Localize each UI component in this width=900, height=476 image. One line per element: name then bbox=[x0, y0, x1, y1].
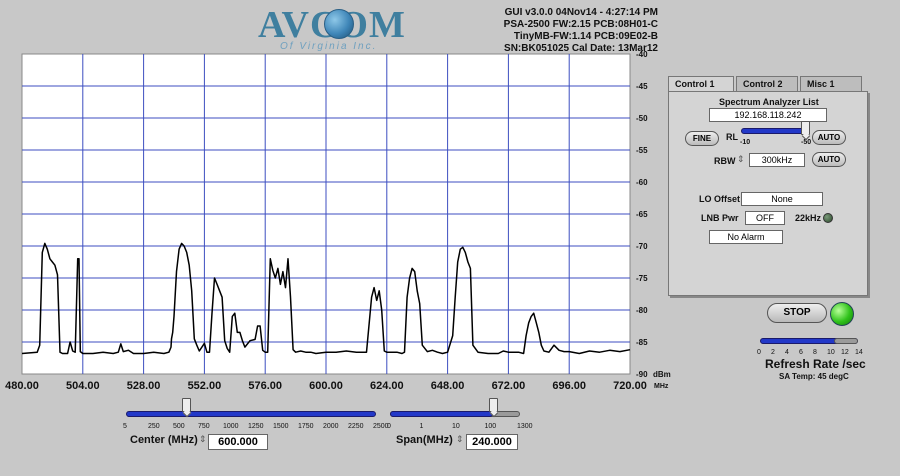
refresh-tick-label: 8 bbox=[813, 349, 817, 356]
x-tick-label: 600.00 bbox=[309, 380, 343, 392]
lo-offset-label: LO Offset bbox=[699, 194, 741, 204]
info-line: PSA-2500 FW:2.15 PCB:08H01-C bbox=[503, 19, 658, 30]
plot-area bbox=[21, 53, 631, 375]
center-field[interactable]: 600.000 bbox=[208, 434, 268, 450]
x-tick-label: 624.00 bbox=[370, 380, 404, 392]
stop-button[interactable]: STOP bbox=[767, 303, 827, 323]
span-tick-label: 0 bbox=[387, 423, 391, 430]
y-tick-label: -45 bbox=[636, 82, 648, 91]
info-line: TinyMB-FW:1.14 PCB:09E02-B bbox=[513, 31, 658, 42]
y-tick-label: -60 bbox=[636, 178, 648, 187]
lo-offset-field[interactable]: None bbox=[741, 192, 823, 206]
span-field[interactable]: 240.000 bbox=[466, 434, 518, 450]
avcom-logo: AVCOM Of Virginia Inc. bbox=[258, 3, 428, 53]
center-tick-label: 1750 bbox=[298, 423, 314, 430]
x-tick-label: 480.00 bbox=[5, 380, 39, 392]
tab-control-1[interactable]: Control 1 bbox=[668, 76, 734, 92]
refresh-rate-label: Refresh Rate /sec bbox=[765, 357, 866, 371]
rl-label: RL bbox=[726, 132, 738, 142]
22khz-label: 22kHz bbox=[795, 213, 822, 223]
fine-button[interactable]: FINE bbox=[685, 131, 719, 146]
globe-icon bbox=[324, 9, 354, 39]
x-tick-label: 672.00 bbox=[492, 380, 526, 392]
y-tick-label: -65 bbox=[636, 210, 648, 219]
refresh-rate-slider-rest bbox=[833, 338, 858, 344]
y-tick-label: -80 bbox=[636, 306, 648, 315]
x-unit-label: MHz bbox=[654, 383, 669, 390]
logo-subtitle: Of Virginia Inc. bbox=[280, 41, 378, 52]
tab-misc-1[interactable]: Misc 1 bbox=[800, 76, 862, 91]
x-tick-label: 696.00 bbox=[552, 380, 586, 392]
x-tick-label: 576.00 bbox=[248, 380, 282, 392]
analyzer-ip-field[interactable]: 192.168.118.242 bbox=[709, 108, 827, 122]
span-spinner-icon[interactable]: ⇕ bbox=[456, 434, 464, 444]
span-tick-label: 100 bbox=[484, 423, 497, 430]
refresh-tick-label: 14 bbox=[855, 349, 863, 356]
center-tick-label: 500 bbox=[173, 423, 185, 430]
span-tick-label: 10 bbox=[452, 423, 460, 430]
refresh-tick-label: 0 bbox=[757, 349, 761, 356]
spectrum-analyzer-list-label: Spectrum Analyzer List bbox=[719, 97, 819, 107]
rl-max-label: -50 bbox=[801, 139, 812, 146]
rbw-label: RBW bbox=[714, 156, 736, 166]
panel-tabs: Control 1 Control 2 Misc 1 bbox=[668, 76, 864, 92]
span-tick-label: 1300 bbox=[517, 423, 533, 430]
center-tick-label: 1000 bbox=[223, 423, 239, 430]
span-label: Span(MHz) bbox=[396, 434, 453, 446]
rl-slider[interactable] bbox=[741, 128, 809, 134]
center-tick-label: 2250 bbox=[348, 423, 364, 430]
center-tick-label: 750 bbox=[198, 423, 210, 430]
span-tick-label: 1 bbox=[419, 423, 424, 430]
y-tick-label: -55 bbox=[636, 146, 648, 155]
rl-min-label: -10 bbox=[740, 139, 751, 146]
refresh-tick-label: 6 bbox=[799, 349, 803, 356]
22khz-indicator-icon bbox=[823, 213, 833, 223]
center-label: Center (MHz) bbox=[130, 434, 198, 446]
tab-control-2[interactable]: Control 2 bbox=[736, 76, 798, 91]
info-line: SN:BK051025 Cal Date: 13Mar12 bbox=[504, 43, 658, 54]
run-status-led-icon bbox=[830, 302, 854, 326]
alarm-field: No Alarm bbox=[709, 230, 783, 244]
center-tick-label: 250 bbox=[148, 423, 160, 430]
span-slider[interactable] bbox=[390, 411, 493, 417]
lnb-pwr-label: LNB Pwr bbox=[701, 213, 739, 223]
info-line: GUI v3.0.0 04Nov14 - 4:27:14 PM bbox=[504, 7, 658, 18]
y-tick-label: -75 bbox=[636, 274, 648, 283]
device-info: GUI v3.0.0 04Nov14 - 4:27:14 PM PSA-2500… bbox=[504, 7, 658, 55]
x-tick-label: 720.00 bbox=[613, 380, 647, 392]
span-slider-thumb[interactable] bbox=[488, 398, 498, 412]
center-slider-thumb[interactable] bbox=[182, 398, 191, 412]
y-unit-label: dBm bbox=[653, 370, 671, 379]
center-tick-label: 1250 bbox=[248, 423, 264, 430]
sa-temp-label: SA Temp: 45 degC bbox=[779, 372, 849, 381]
x-tick-label: 504.00 bbox=[66, 380, 100, 392]
control-panel: Spectrum Analyzer List 192.168.118.242 F… bbox=[668, 91, 868, 296]
refresh-tick-label: 4 bbox=[785, 349, 789, 356]
lnb-pwr-field[interactable]: OFF bbox=[745, 211, 785, 225]
center-tick-label: 5 bbox=[123, 423, 127, 430]
x-tick-label: 528.00 bbox=[127, 380, 161, 392]
center-tick-label: 2500 bbox=[373, 423, 389, 430]
y-tick-label: -90 bbox=[636, 370, 648, 379]
y-tick-label: -50 bbox=[636, 114, 648, 123]
rl-auto-button[interactable]: AUTO bbox=[812, 130, 846, 145]
center-tick-label: 1500 bbox=[273, 423, 289, 430]
rl-slider-thumb[interactable] bbox=[800, 121, 810, 135]
x-tick-label: 552.00 bbox=[188, 380, 222, 392]
refresh-tick-label: 12 bbox=[841, 349, 849, 356]
refresh-tick-label: 10 bbox=[827, 349, 835, 356]
rbw-spinner-icon[interactable]: ⇕ bbox=[737, 154, 745, 164]
refresh-tick-label: 2 bbox=[771, 349, 775, 356]
center-tick-label: 2000 bbox=[323, 423, 339, 430]
rbw-field[interactable]: 300kHz bbox=[749, 153, 805, 167]
center-spinner-icon[interactable]: ⇕ bbox=[199, 434, 207, 444]
center-slider[interactable] bbox=[126, 411, 376, 417]
rbw-auto-button[interactable]: AUTO bbox=[812, 152, 846, 167]
y-tick-label: -70 bbox=[636, 242, 648, 251]
x-tick-label: 648.00 bbox=[431, 380, 465, 392]
y-tick-label: -85 bbox=[636, 338, 648, 347]
